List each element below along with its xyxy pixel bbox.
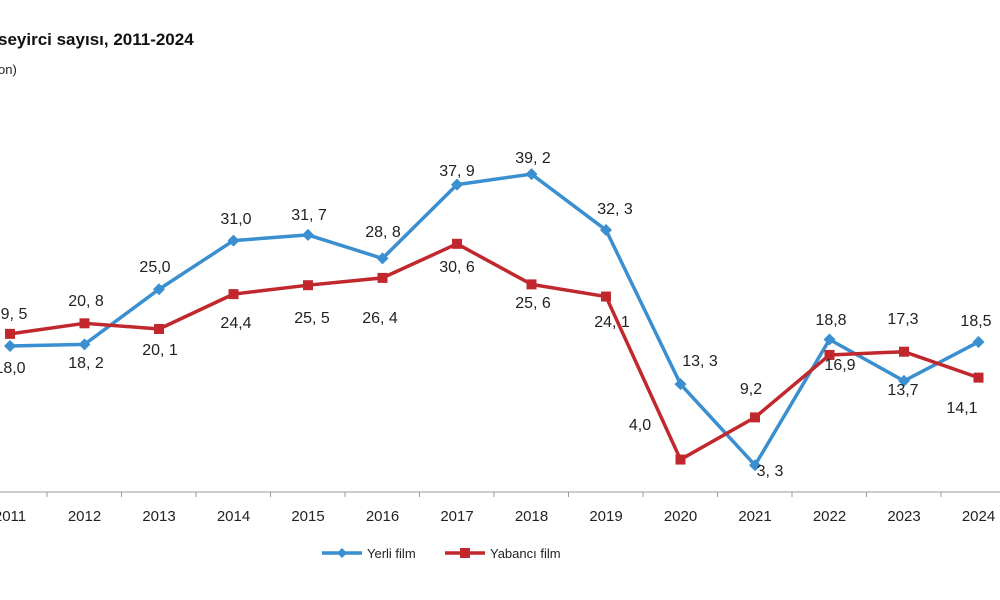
data-label: 18,8 bbox=[815, 312, 846, 329]
data-point-yerli bbox=[4, 340, 16, 353]
data-point-yabanci bbox=[750, 412, 760, 423]
data-point-yabanci bbox=[601, 291, 611, 302]
x-tick-label: 2020 bbox=[664, 508, 697, 525]
data-point-yabanci bbox=[303, 280, 313, 291]
data-label: 31, 7 bbox=[291, 207, 327, 224]
data-point-yerli bbox=[972, 335, 985, 348]
data-point-yerli bbox=[525, 168, 538, 181]
data-point-yabanci bbox=[526, 279, 537, 290]
legend-marker-yabanci bbox=[460, 548, 470, 558]
data-point-yabanci bbox=[899, 346, 909, 357]
legend-label-yerli: Yerli film bbox=[367, 546, 416, 561]
data-point-yabanci bbox=[452, 238, 462, 249]
data-point-yabanci bbox=[377, 272, 388, 283]
x-tick-label: 2023 bbox=[887, 508, 920, 525]
data-point-yabanci bbox=[228, 289, 239, 300]
data-point-yerli bbox=[674, 378, 687, 391]
data-label: 20, 8 bbox=[68, 293, 104, 310]
x-tick-label: 2013 bbox=[142, 508, 175, 525]
data-point-yerli bbox=[78, 338, 91, 351]
legend-label-yabanci: Yabancı film bbox=[490, 546, 561, 561]
data-point-yerli bbox=[749, 459, 761, 472]
x-tick-label: 2022 bbox=[813, 508, 846, 525]
x-tick-label: 2011 bbox=[0, 508, 26, 525]
data-point-yabanci bbox=[973, 372, 984, 383]
data-point-yerli bbox=[898, 374, 910, 387]
data-point-yabanci bbox=[79, 318, 90, 329]
chart-title: seyirci sayısı, 2011-2024 bbox=[0, 30, 194, 49]
data-label: 13, 3 bbox=[682, 353, 718, 370]
x-tick-label: 2019 bbox=[589, 508, 622, 525]
data-point-yabanci bbox=[154, 323, 164, 334]
data-label: 9, 5 bbox=[1, 306, 28, 323]
data-label: 3, 3 bbox=[757, 463, 784, 480]
x-tick-label: 2021 bbox=[738, 508, 771, 525]
data-label: 20, 1 bbox=[142, 342, 178, 359]
data-label: 37, 9 bbox=[439, 163, 475, 180]
data-point-yabanci bbox=[5, 328, 15, 339]
data-point-yerli bbox=[451, 178, 463, 191]
data-label: 13,7 bbox=[887, 382, 918, 399]
data-label: 24, 1 bbox=[594, 314, 630, 331]
x-tick-label: 2017 bbox=[440, 508, 473, 525]
data-point-yabanci bbox=[675, 454, 686, 465]
data-label: 17,3 bbox=[887, 311, 918, 328]
data-label: 25, 5 bbox=[294, 310, 330, 327]
data-label: 25, 6 bbox=[515, 295, 551, 312]
data-point-yerli bbox=[227, 234, 240, 247]
data-label: 30, 6 bbox=[439, 259, 475, 276]
data-label: 16,9 bbox=[824, 357, 855, 374]
x-tick-label: 2012 bbox=[68, 508, 101, 525]
data-label: 25,0 bbox=[139, 259, 170, 276]
data-label: 18,5 bbox=[960, 313, 991, 330]
data-label: 9,2 bbox=[740, 381, 762, 398]
data-point-yerli bbox=[302, 228, 314, 241]
series-line-yerli bbox=[9, 172, 980, 467]
data-label: 18, 2 bbox=[68, 355, 104, 372]
data-label: 26, 4 bbox=[362, 310, 398, 327]
chart-subtitle: on) bbox=[0, 62, 17, 77]
x-tick-label: 2015 bbox=[291, 508, 324, 525]
data-label: 31,0 bbox=[220, 211, 251, 228]
data-label: 4,0 bbox=[629, 417, 651, 434]
data-point-yabanci bbox=[824, 349, 835, 360]
series-line-yabanci bbox=[9, 242, 980, 462]
data-label: 39, 2 bbox=[515, 150, 551, 167]
x-tick-label: 2018 bbox=[515, 508, 548, 525]
data-point-yerli bbox=[376, 252, 389, 265]
data-label: 14,1 bbox=[946, 400, 977, 417]
data-label: 24,4 bbox=[220, 315, 251, 332]
data-label: 18,0 bbox=[0, 360, 26, 377]
data-point-yerli bbox=[153, 283, 165, 296]
data-point-yerli bbox=[823, 333, 836, 346]
data-label: 28, 8 bbox=[365, 224, 401, 241]
legend-marker-yerli bbox=[337, 548, 347, 558]
data-point-yerli bbox=[600, 224, 612, 237]
data-label: 32, 3 bbox=[597, 201, 633, 218]
x-tick-label: 2016 bbox=[366, 508, 399, 525]
x-tick-label: 2024 bbox=[962, 508, 995, 525]
x-tick-label: 2014 bbox=[217, 508, 250, 525]
